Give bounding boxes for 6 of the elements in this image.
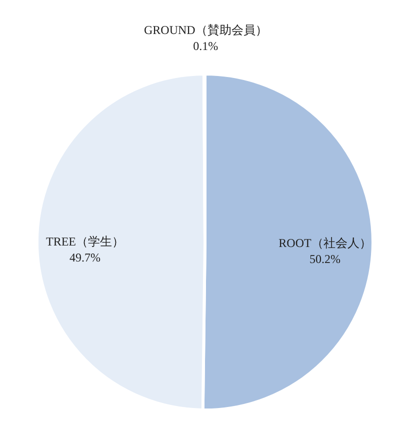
- slice-label: TREE（学生）: [46, 234, 124, 249]
- data-label: 0.1%: [193, 39, 218, 53]
- data-label: 49.7%: [70, 250, 100, 265]
- slice-label: GROUND（賛助会員）: [144, 23, 268, 37]
- slice-label: ROOT（社会人）: [278, 236, 372, 250]
- data-label: 50.2%: [310, 252, 340, 266]
